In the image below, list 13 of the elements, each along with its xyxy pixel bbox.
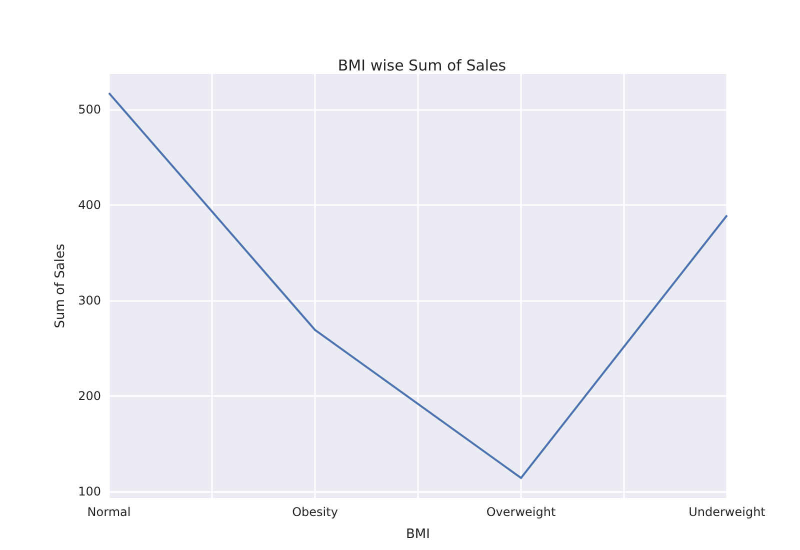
x-tick-label: Overweight bbox=[486, 505, 556, 519]
y-tick-label: 200 bbox=[78, 388, 101, 403]
x-axis-title: BMI bbox=[406, 527, 430, 542]
y-tick-label: 100 bbox=[78, 484, 101, 498]
line-series bbox=[108, 92, 728, 479]
y-tick-label: 300 bbox=[78, 293, 101, 308]
y-tick-label: 400 bbox=[78, 198, 101, 212]
x-tick-label: Normal bbox=[87, 505, 131, 519]
y-tick-label: 500 bbox=[78, 102, 101, 116]
x-tick-label: Underweight bbox=[688, 505, 766, 519]
x-tick-label: Obesity bbox=[292, 505, 338, 519]
chart-title: BMI wise Sum of Sales bbox=[338, 56, 506, 74]
y-axis-title: Sum of Sales bbox=[53, 244, 68, 328]
